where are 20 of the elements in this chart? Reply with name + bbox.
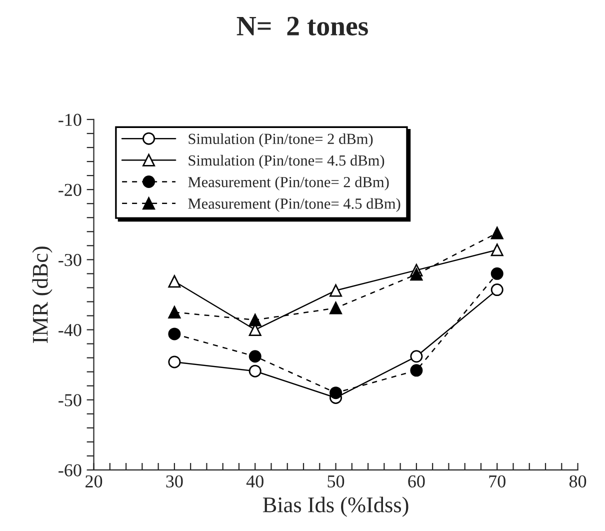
y-tick-label: -40 xyxy=(58,324,82,336)
y-tick-label: -30 xyxy=(58,254,82,266)
x-tick-label: 80 xyxy=(569,475,586,488)
legend-label: Simulation (Pin/tone= 2 dBm) xyxy=(188,133,373,148)
x-tick-label: 50 xyxy=(328,475,344,488)
legend-label: Measurement (Pin/tone= 2 dBm) xyxy=(188,176,389,190)
x-axis-title: Bias Ids (%Idss) xyxy=(262,496,408,517)
y-tick-label: -50 xyxy=(58,394,82,406)
x-tick-label: 20 xyxy=(86,475,102,488)
x-tick-label: 30 xyxy=(166,475,183,488)
y-tick-label: -60 xyxy=(58,464,82,476)
y-tick-label: -10 xyxy=(58,114,82,126)
y-axis-title: IMR (dBc) xyxy=(32,246,52,343)
y-tick-label: -20 xyxy=(58,184,82,196)
x-tick-label: 40 xyxy=(246,475,264,488)
x-tick-label: 60 xyxy=(408,475,425,488)
legend-label: Simulation (Pin/tone= 4.5 dBm) xyxy=(188,154,384,169)
chart-title: N= 2 tones xyxy=(236,16,368,36)
x-tick-label: 70 xyxy=(489,475,506,488)
legend-label: Measurement (Pin/tone= 4.5 dBm) xyxy=(188,198,400,212)
